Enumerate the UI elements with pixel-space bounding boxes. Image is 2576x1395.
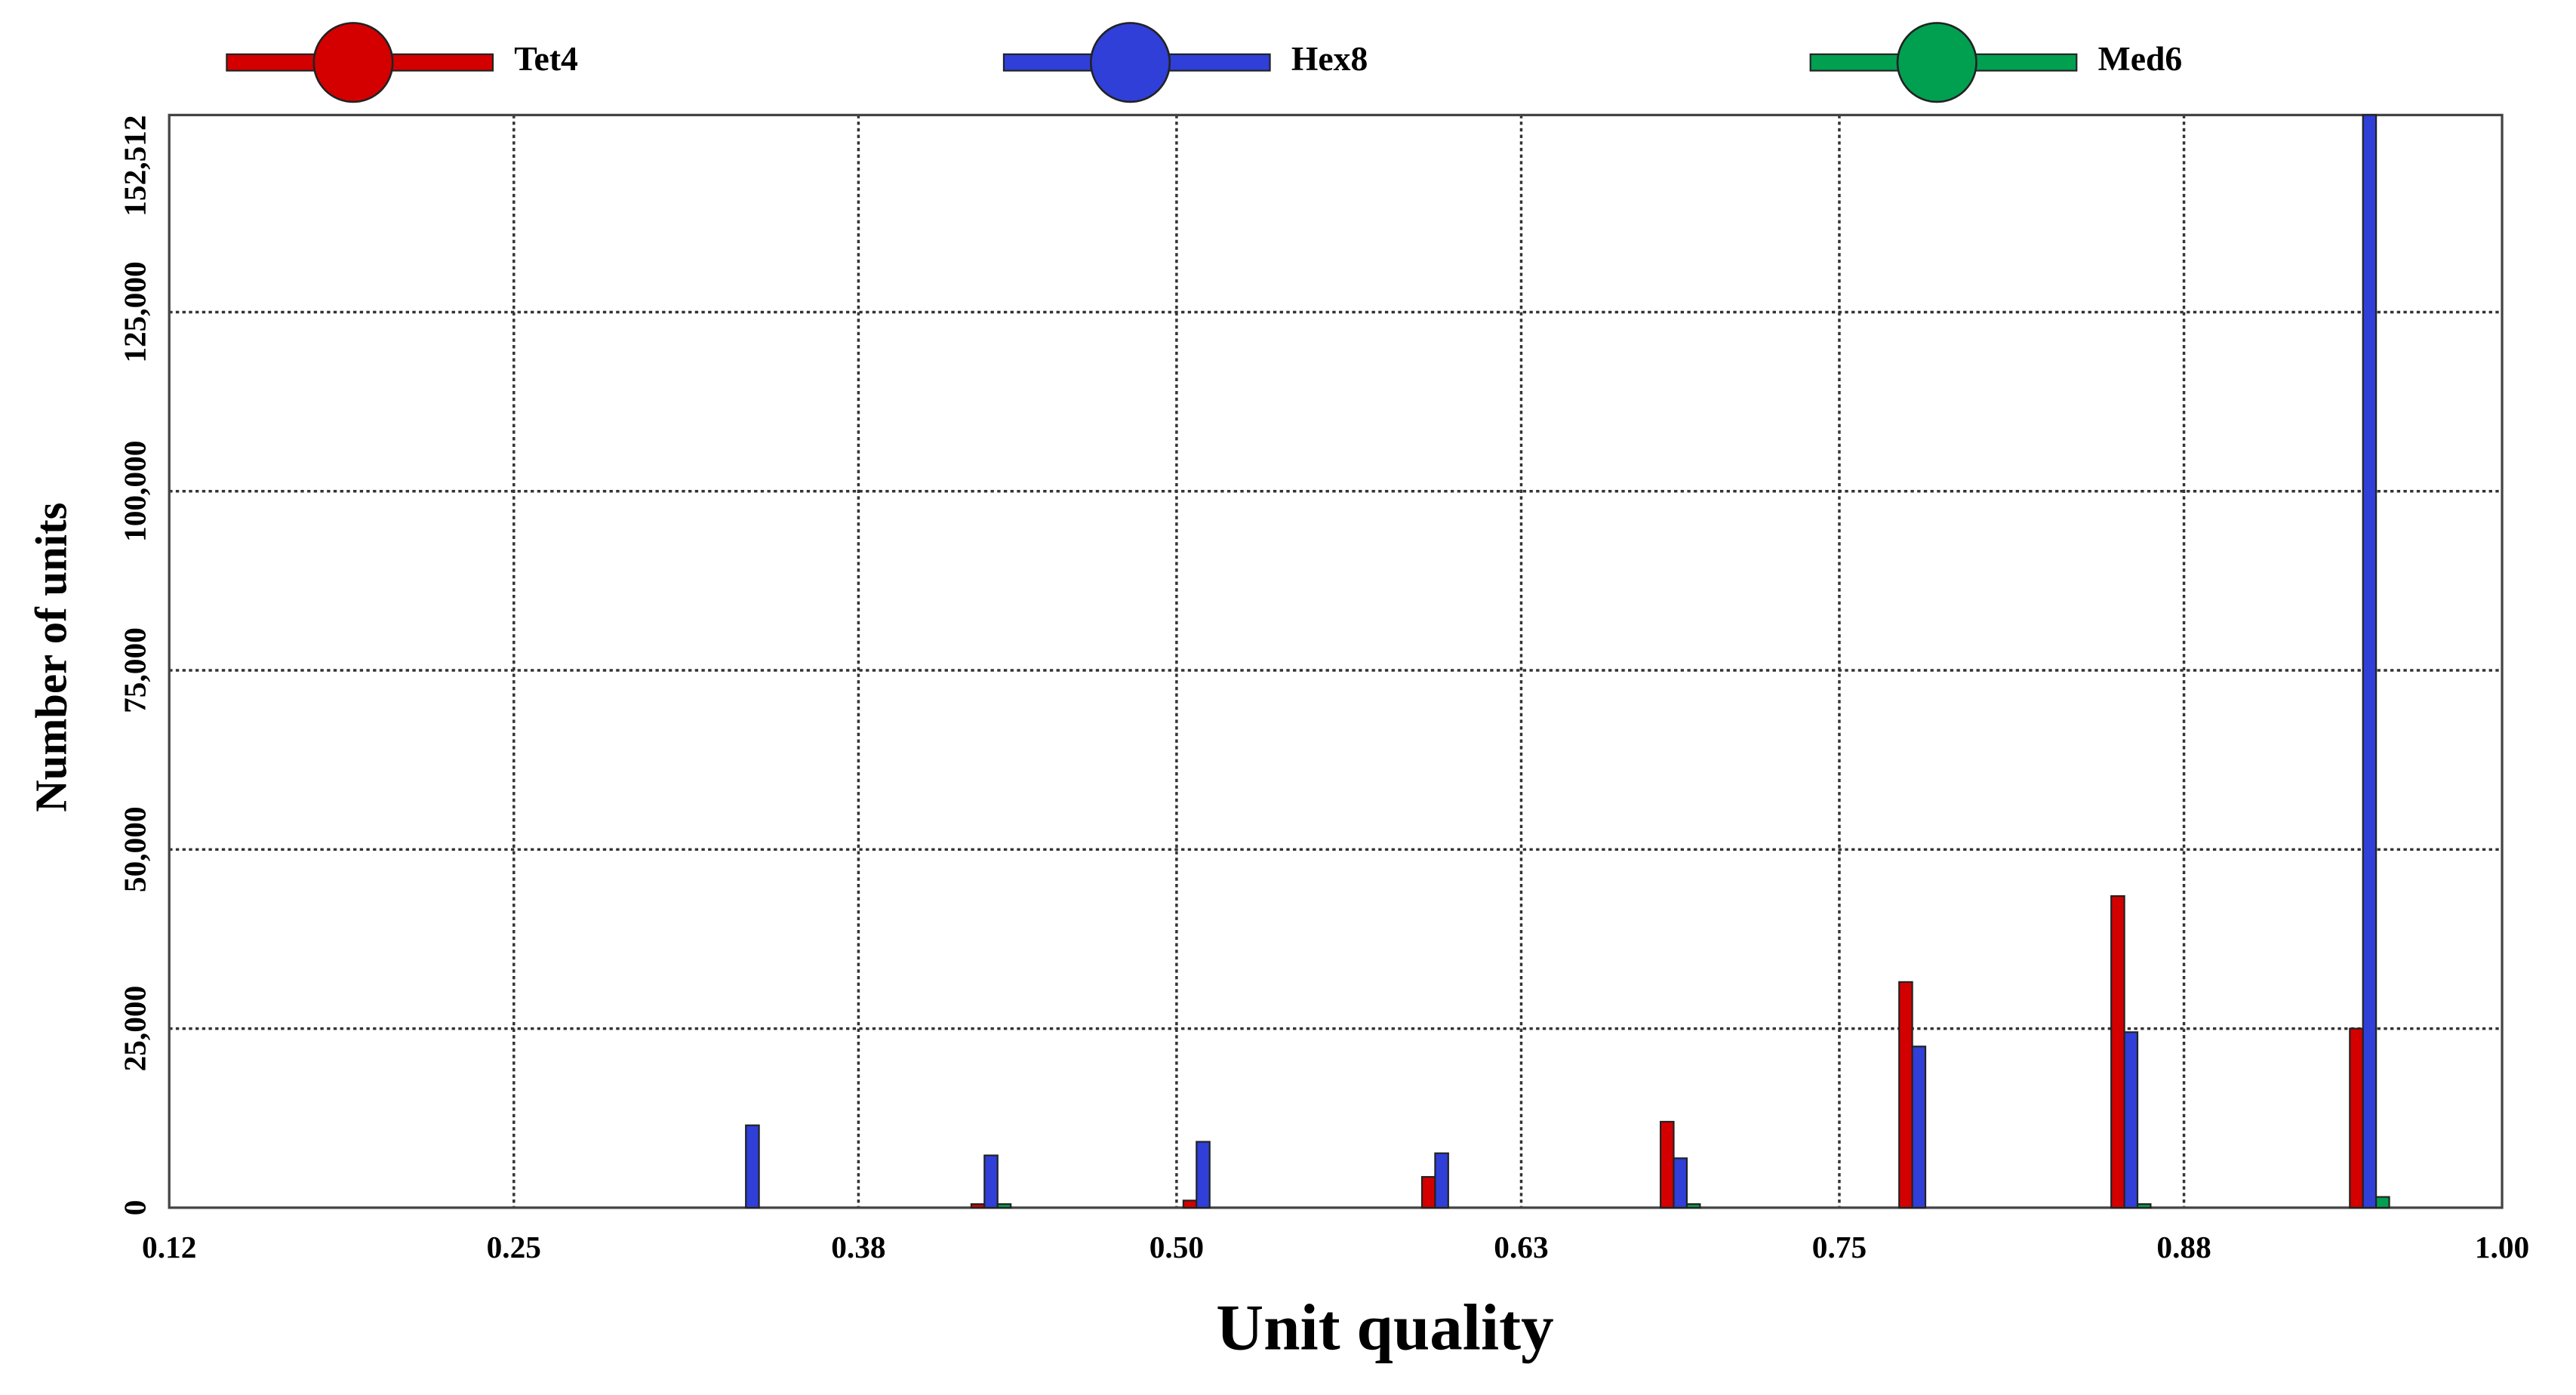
x-tick-label: 0.88 [2156, 1230, 2211, 1264]
y-tick-label: 50,000 [117, 806, 152, 892]
bar [2349, 1027, 2364, 1209]
legend-marker [1089, 22, 1171, 103]
bar [1196, 1141, 1211, 1209]
bar [2362, 114, 2377, 1209]
legend-marker [1896, 22, 1977, 103]
bar [1420, 1175, 1436, 1209]
bar [1673, 1157, 1688, 1209]
y-tick-label: 0 [117, 1200, 152, 1216]
plot-frame [168, 113, 2504, 1209]
x-axis-label: Unit quality [1216, 1290, 1553, 1363]
legend-label: Med6 [2098, 39, 2183, 78]
y-tick-label: 152,512 [117, 115, 152, 216]
x-tick-label: 0.50 [1150, 1230, 1204, 1264]
bar [2123, 1031, 2139, 1209]
legend-marker [312, 22, 394, 103]
x-tick-label: 0.25 [487, 1230, 541, 1264]
bar [970, 1203, 986, 1209]
x-tick-label: 0.75 [1812, 1230, 1867, 1264]
y-axis-label: Number of units [26, 503, 75, 812]
x-tick-label: 1.00 [2475, 1230, 2529, 1264]
bar [2375, 1196, 2390, 1209]
bar [1911, 1045, 1927, 1209]
bar [983, 1154, 999, 1209]
bar [1685, 1203, 1701, 1209]
bar [1898, 981, 1913, 1209]
bar [745, 1124, 760, 1209]
y-tick-label: 25,000 [117, 986, 152, 1072]
bar [1660, 1120, 1675, 1209]
legend-label: Tet4 [514, 39, 578, 78]
y-tick-label: 100,000 [117, 441, 152, 542]
bar [996, 1203, 1012, 1209]
y-tick-label: 125,000 [117, 261, 152, 362]
bar [1434, 1152, 1449, 1209]
bar [1182, 1199, 1198, 1209]
x-tick-label: 0.63 [1494, 1230, 1548, 1264]
bar [2136, 1203, 2152, 1209]
x-tick-label: 0.38 [831, 1230, 885, 1264]
bar [2110, 895, 2125, 1209]
y-tick-label: 75,000 [117, 627, 152, 713]
x-tick-label: 0.12 [142, 1230, 196, 1264]
legend-label: Hex8 [1291, 39, 1368, 78]
